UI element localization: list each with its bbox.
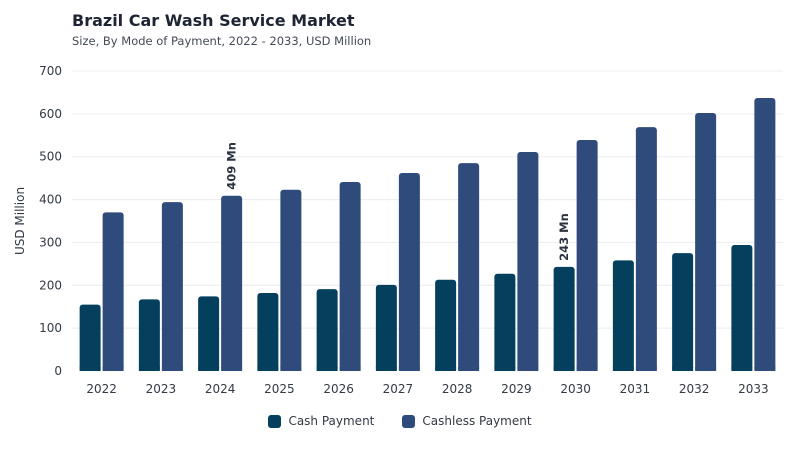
y-tick-label: 600 <box>39 107 62 121</box>
x-tick-label: 2028 <box>442 382 473 396</box>
x-tick-label: 2033 <box>738 382 769 396</box>
bar-base-cashless-2027 <box>398 367 420 371</box>
legend: Cash Payment Cashless Payment <box>0 414 800 428</box>
bar-cashless-2025 <box>280 189 302 371</box>
bar-cash-2022 <box>79 304 101 371</box>
bar-cash-2030 <box>553 266 575 371</box>
x-tick-label: 2030 <box>560 382 591 396</box>
bar-base-cashless-2030 <box>576 367 598 371</box>
bar-base-cash-2028 <box>435 367 457 371</box>
x-tick-label: 2024 <box>205 382 236 396</box>
x-tick-label: 2029 <box>501 382 532 396</box>
bar-cash-2023 <box>138 299 160 371</box>
bar-cash-2027 <box>375 284 397 371</box>
y-tick-label: 500 <box>39 150 62 164</box>
bar-base-cash-2032 <box>672 367 694 371</box>
y-tick-label: 300 <box>39 235 62 249</box>
bar-cash-2033 <box>731 245 753 371</box>
bar-cash-2029 <box>494 273 516 371</box>
data-label: 243 Mn <box>557 213 571 261</box>
legend-label-cash: Cash Payment <box>288 414 375 428</box>
y-tick-label: 200 <box>39 278 62 292</box>
bar-cash-2024 <box>198 296 220 371</box>
legend-swatch-cashless <box>402 414 416 428</box>
bar-base-cashless-2032 <box>695 367 717 371</box>
bar-cashless-2026 <box>339 182 361 371</box>
bar-base-cashless-2033 <box>754 367 776 371</box>
bar-base-cashless-2025 <box>280 367 302 371</box>
bar-cashless-2033 <box>754 98 776 371</box>
legend-label-cashless: Cashless Payment <box>422 414 532 428</box>
bar-cashless-2022 <box>102 212 124 371</box>
bar-base-cashless-2029 <box>517 367 539 371</box>
legend-item-cashless[interactable]: Cashless Payment <box>402 414 532 428</box>
y-tick-label: 400 <box>39 193 62 207</box>
x-tick-label: 2023 <box>146 382 177 396</box>
bar-cashless-2023 <box>161 202 183 371</box>
bar-cash-2031 <box>612 260 634 371</box>
bar-cashless-2031 <box>635 127 657 372</box>
bar-base-cashless-2031 <box>635 367 657 371</box>
bar-cashless-2030 <box>576 140 598 371</box>
bar-base-cash-2029 <box>494 367 516 371</box>
bar-base-cash-2024 <box>198 367 220 371</box>
bar-cash-2032 <box>672 253 694 371</box>
bar-base-cashless-2026 <box>339 367 361 371</box>
bar-base-cash-2022 <box>79 367 101 371</box>
bar-cash-2026 <box>316 289 338 371</box>
bar-cashless-2024 <box>221 195 243 371</box>
bar-base-cash-2031 <box>612 367 634 371</box>
bar-base-cash-2026 <box>316 367 338 371</box>
x-tick-label: 2022 <box>86 382 117 396</box>
bar-base-cash-2033 <box>731 367 753 371</box>
x-tick-label: 2031 <box>620 382 651 396</box>
bar-cashless-2027 <box>398 173 420 371</box>
y-tick-label: 100 <box>39 321 62 335</box>
x-tick-label: 2026 <box>323 382 354 396</box>
bar-cashless-2029 <box>517 152 539 371</box>
legend-swatch-cash <box>268 414 282 428</box>
y-tick-label: 0 <box>54 364 62 378</box>
bar-cash-2025 <box>257 293 279 371</box>
bar-cashless-2028 <box>458 163 480 371</box>
bar-base-cashless-2024 <box>221 367 243 371</box>
bar-base-cash-2025 <box>257 367 279 371</box>
x-tick-label: 2025 <box>264 382 295 396</box>
bar-cash-2028 <box>435 279 457 371</box>
data-label: 409 Mn <box>225 142 239 190</box>
x-tick-label: 2032 <box>679 382 710 396</box>
legend-item-cash[interactable]: Cash Payment <box>268 414 374 428</box>
bar-cashless-2032 <box>695 113 717 371</box>
y-tick-label: 700 <box>39 64 62 78</box>
chart-title: Brazil Car Wash Service Market <box>72 11 355 30</box>
bar-base-cashless-2022 <box>102 367 124 371</box>
bar-base-cash-2027 <box>375 367 397 371</box>
bar-base-cashless-2028 <box>458 367 480 371</box>
bar-base-cash-2023 <box>138 367 160 371</box>
chart-subtitle: Size, By Mode of Payment, 2022 - 2033, U… <box>72 34 372 48</box>
bar-base-cashless-2023 <box>161 367 183 371</box>
y-axis-label: USD Million <box>13 187 27 255</box>
bar-base-cash-2030 <box>553 367 575 371</box>
x-tick-label: 2027 <box>383 382 414 396</box>
